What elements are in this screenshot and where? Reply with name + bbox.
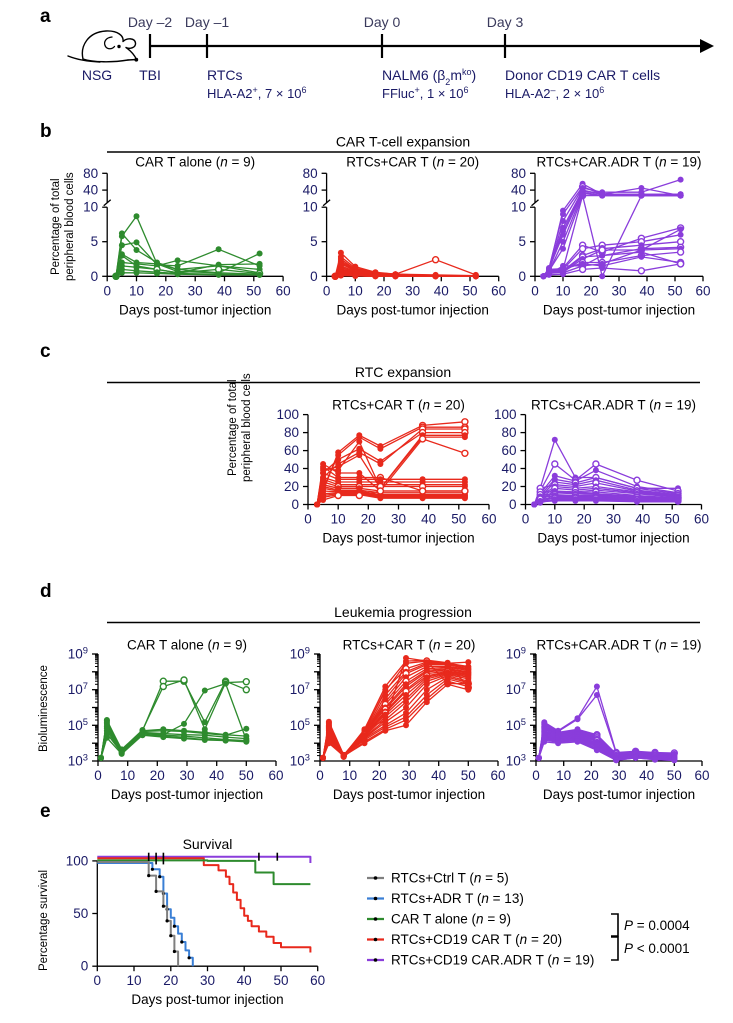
svg-text:50: 50 <box>273 973 288 988</box>
svg-text:Survival: Survival <box>183 836 233 852</box>
svg-text:0: 0 <box>94 973 102 988</box>
svg-text:100: 100 <box>66 853 89 868</box>
svg-text:30: 30 <box>200 973 215 988</box>
svg-text:10: 10 <box>126 973 141 988</box>
svg-text:60: 60 <box>310 973 325 988</box>
svg-text:50: 50 <box>73 906 88 921</box>
svg-text:20: 20 <box>163 973 178 988</box>
svg-text:40: 40 <box>237 973 252 988</box>
svg-text:Days post-tumor injection: Days post-tumor injection <box>131 992 283 1007</box>
svg-text:0: 0 <box>81 959 89 974</box>
